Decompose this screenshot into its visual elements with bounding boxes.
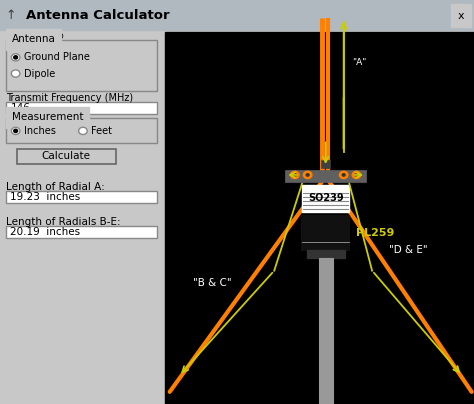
Bar (17, 149, 116, 164)
Bar (285, 170, 366, 182)
Text: PL259: PL259 (356, 228, 395, 238)
Text: 146: 146 (10, 103, 30, 113)
Text: 19.23  inches: 19.23 inches (10, 192, 81, 202)
Circle shape (306, 174, 309, 176)
Text: Length of Radials B-E:: Length of Radials B-E: (6, 217, 120, 227)
Bar (302, 216, 349, 250)
Bar (6, 226, 157, 238)
Circle shape (11, 54, 20, 61)
Text: Feet: Feet (91, 126, 112, 136)
Circle shape (339, 171, 348, 179)
Circle shape (303, 171, 312, 179)
Text: "A": "A" (352, 58, 366, 67)
Text: Inches: Inches (24, 126, 55, 136)
Circle shape (293, 174, 296, 176)
Text: Ground Plane: Ground Plane (24, 53, 90, 62)
Text: Antenna: Antenna (12, 34, 56, 44)
Text: SO239: SO239 (308, 194, 344, 203)
Bar (6, 191, 157, 203)
Text: ↑: ↑ (5, 9, 16, 22)
Text: Measurement: Measurement (12, 112, 83, 122)
Circle shape (291, 171, 299, 179)
Text: File: File (9, 32, 26, 41)
Bar (321, 160, 330, 168)
Circle shape (355, 174, 358, 176)
Text: Transmit Frequency (MHz): Transmit Frequency (MHz) (6, 93, 133, 103)
Circle shape (79, 127, 87, 135)
Bar (6, 102, 157, 114)
Bar (302, 185, 349, 212)
Bar (0, 32, 164, 404)
Text: 20.19  inches: 20.19 inches (10, 227, 81, 237)
Bar (451, 4, 471, 27)
Text: "B & C": "B & C" (193, 278, 232, 288)
Bar (165, 34, 472, 404)
Bar (165, 32, 474, 404)
Circle shape (11, 70, 20, 77)
Bar (6, 118, 157, 143)
Circle shape (14, 129, 18, 133)
Text: Antenna Calculator: Antenna Calculator (26, 9, 170, 22)
Circle shape (11, 127, 20, 135)
Circle shape (352, 171, 361, 179)
Text: Calculate: Calculate (42, 152, 91, 161)
Circle shape (342, 174, 345, 176)
Text: x: x (458, 11, 465, 21)
Text: "D & E": "D & E" (389, 246, 427, 255)
Circle shape (14, 56, 18, 59)
Bar (0, 0, 474, 30)
Text: Dipole: Dipole (24, 69, 55, 78)
Text: Length of Radial A:: Length of Radial A: (6, 182, 104, 191)
Bar (307, 250, 345, 258)
Bar (6, 40, 157, 91)
Text: Help: Help (40, 32, 64, 41)
Bar (319, 258, 333, 404)
